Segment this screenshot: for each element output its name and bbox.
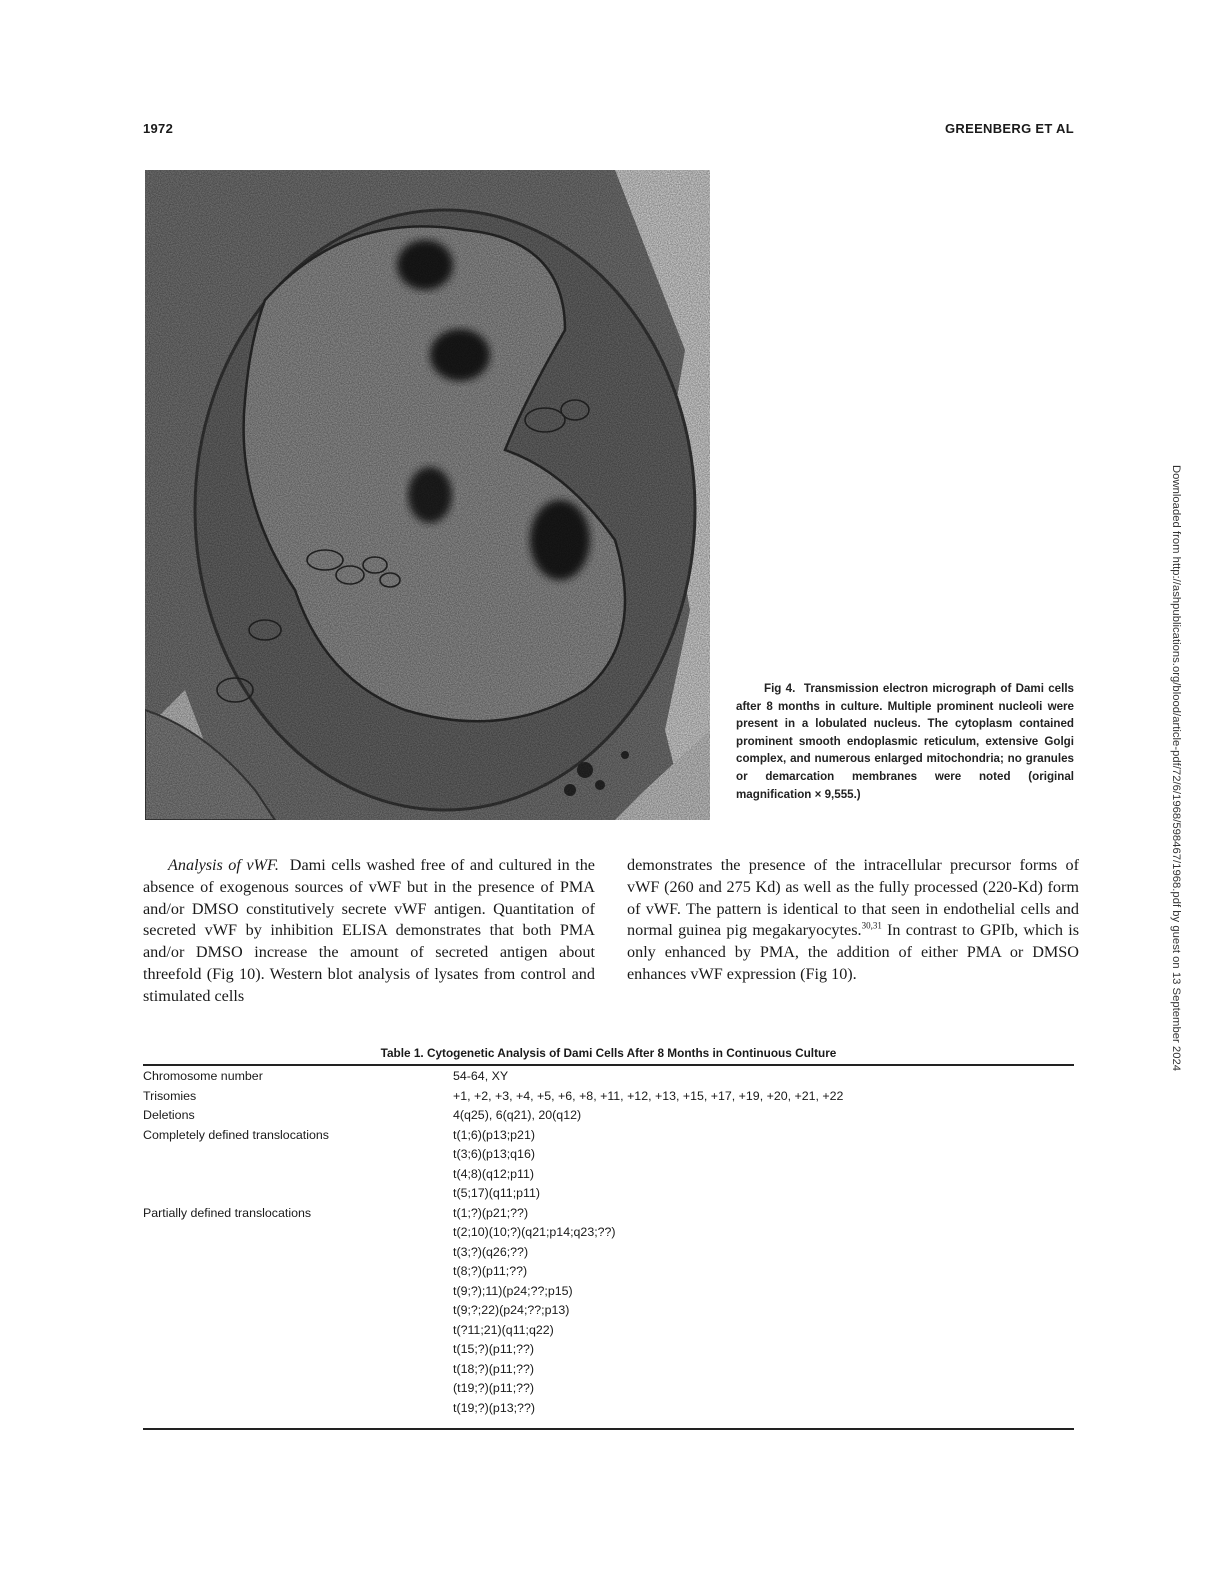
row-label [143,1362,453,1382]
table-row: t(18;?)(p11;??) [143,1362,1074,1382]
table-row: Completely defined translocations t(1;6)(… [143,1128,1074,1148]
figure-label: Fig 4. [764,682,796,695]
row-value: +1, +2, +3, +4, +5, +6, +8, +11, +12, +1… [453,1088,844,1103]
row-value: (t19;?)(p11;??) [453,1381,535,1395]
row-value: t(9;?);11)(p24;??;p15) [453,1283,573,1298]
body-paragraph-right-1: demonstrates the presence of the intrace… [627,856,1079,940]
table-row: t(19;?)(p13;??) [143,1401,1074,1421]
row-label: Trisomies [143,1088,197,1103]
section-heading: Analysis of vWF. [168,856,279,874]
row-value: t(5;17)(q11;p11) [453,1186,541,1200]
row-value: t(8;?)(p11;??) [453,1264,528,1278]
row-label [143,1323,453,1343]
row-label [143,1264,453,1284]
table-row: t(2;10)(10;?)(q21;p14;q23;??) [143,1225,1074,1245]
table-row: Partially defined translocations t(1;?)(p… [143,1206,1074,1226]
row-label [143,1401,453,1421]
row-value: t(15;?)(p11;??) [453,1342,535,1356]
table-row: t(3;?)(q26;??) [143,1245,1074,1265]
figure-caption-text: Transmission electron micrograph of Dami… [736,682,1074,801]
body-text-left: Analysis of vWF. Dami cells washed free … [143,855,595,1008]
row-value: t(18;?)(p11;??) [453,1361,535,1376]
body-paragraph-left: Dami cells washed free of and cultured i… [143,856,595,1005]
row-label [143,1245,453,1265]
running-head: GREENBERG ET AL [945,121,1074,136]
row-value: 54-64, XY [453,1069,509,1083]
table-row: t(8;?)(p11;??) [143,1264,1074,1284]
page-number: 1972 [143,121,174,136]
row-label [143,1186,453,1206]
row-label: Partially defined translocations [143,1205,312,1220]
row-value: t(2;10)(10;?)(q21;p14;q23;??) [453,1225,616,1239]
table-row: t(5;17)(q11;p11) [143,1186,1074,1206]
row-value: t(3;?)(q26;??) [453,1244,529,1259]
table-row: t(15;?)(p11;??) [143,1342,1074,1362]
citation-refs: 30,31 [861,921,882,931]
figure-caption: Fig 4. Transmission electron micrograph … [736,680,1074,803]
table-row: (t19;?)(p11;??) [143,1381,1074,1401]
download-note-text: Downloaded from http://ashpublications.o… [1170,465,1182,1072]
row-label: Completely defined translocations [143,1127,329,1142]
table-row: Chromosome number 54-64, XY [143,1069,1074,1089]
table-row: t(9;?);11)(p24;??;p15) [143,1284,1074,1304]
download-note: Downloaded from http://ashpublications.o… [1168,465,1184,1125]
body-paragraph-right-2: In contrast to GPIb, which is only enhan… [627,921,1080,983]
table-top-rule [143,1064,1074,1066]
row-label: Chromosome number [143,1069,263,1083]
table-row: Deletions 4(q25), 6(q21), 20(q12) [143,1108,1074,1128]
row-value: t(4;8)(q12;p11) [453,1166,535,1181]
row-label [143,1284,453,1304]
row-value: t(9;?;22)(p24;??;p13) [453,1303,570,1317]
body-text-right: demonstrates the presence of the intrace… [627,855,1079,986]
row-label [143,1147,453,1167]
row-value: t(19;?)(p13;??) [453,1400,535,1415]
table-title: Table 1. Cytogenetic Analysis of Dami Ce… [380,1046,837,1060]
table-row: t(?11;21)(q11;q22) [143,1323,1074,1343]
row-label [143,1303,453,1323]
table-row: Trisomies +1, +2, +3, +4, +5, +6, +8, +11… [143,1089,1074,1109]
row-label: Deletions [143,1108,195,1122]
table-row: t(4;8)(q12;p11) [143,1167,1074,1187]
row-value: t(1;?)(p21;??) [453,1205,529,1220]
row-label [143,1225,453,1245]
row-label [143,1167,453,1187]
row-value: t(?11;21)(q11;q22) [453,1322,554,1337]
row-value: t(1;6)(p13;p21) [453,1127,535,1142]
electron-micrograph [145,170,710,820]
table-bottom-rule [143,1428,1074,1430]
table-row: t(9;?;22)(p24;??;p13) [143,1303,1074,1323]
row-label [143,1381,453,1401]
cytogenetic-table: Chromosome number 54-64, XY Trisomies +1, +… [143,1069,1074,1420]
row-value: 4(q25), 6(q21), 20(q12) [453,1108,582,1122]
table-row: t(3;6)(p13;q16) [143,1147,1074,1167]
row-value: t(3;6)(p13;q16) [453,1147,535,1161]
row-label [143,1342,453,1362]
